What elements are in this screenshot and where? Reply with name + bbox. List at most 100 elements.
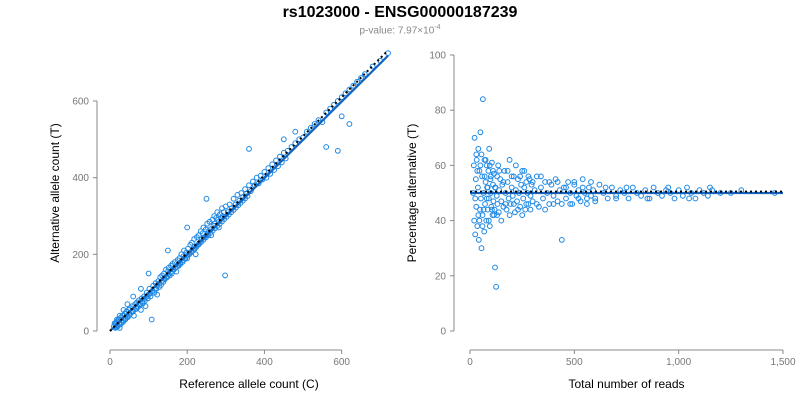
pct-data-point bbox=[477, 206, 483, 213]
pct-data-point bbox=[471, 134, 478, 141]
pct-data-point bbox=[477, 162, 484, 169]
pct-data-point bbox=[518, 181, 524, 188]
pct-data-point bbox=[513, 162, 519, 169]
pct-data-point bbox=[508, 173, 515, 180]
pct-y-tick-label: 80 bbox=[435, 106, 447, 117]
count-x-tick-label: 0 bbox=[107, 357, 113, 368]
pct-data-point bbox=[705, 192, 711, 199]
count-data-point bbox=[148, 316, 155, 323]
pct-data-point bbox=[584, 201, 590, 207]
pct-data-point bbox=[479, 223, 486, 230]
pct-data-point bbox=[542, 179, 548, 185]
pct-data-point bbox=[523, 179, 530, 185]
pvalue-text: p-value: 7.97×10 bbox=[359, 25, 435, 37]
pct-data-point bbox=[604, 195, 611, 202]
pct-data-point bbox=[502, 201, 509, 207]
pct-data-point bbox=[472, 195, 479, 202]
pct-data-point bbox=[519, 168, 526, 174]
pct-data-point bbox=[546, 179, 553, 185]
pct-data-point bbox=[540, 195, 546, 202]
pct-data-point bbox=[519, 212, 526, 219]
pct-data-point bbox=[498, 198, 505, 205]
pct-data-point bbox=[490, 198, 497, 205]
pct-data-point bbox=[474, 223, 481, 230]
pct-data-point bbox=[575, 195, 582, 202]
count-data-point bbox=[338, 113, 345, 120]
pct-y-tick-label: 40 bbox=[435, 216, 447, 227]
count-data-point bbox=[165, 247, 171, 254]
pct-data-point bbox=[521, 168, 528, 174]
pct-data-point bbox=[487, 176, 494, 183]
pct-data-point bbox=[609, 184, 615, 191]
pct-data-point bbox=[479, 212, 486, 219]
pct-data-point bbox=[492, 184, 498, 191]
pct-data-point bbox=[538, 173, 544, 180]
pct-x-tick-label: 0 bbox=[467, 357, 473, 368]
pct-data-point bbox=[470, 162, 477, 169]
count-data-point bbox=[142, 303, 149, 310]
pct-data-point bbox=[629, 184, 636, 191]
pct-data-point bbox=[571, 181, 578, 188]
pct-data-point bbox=[508, 184, 515, 191]
pct-data-point bbox=[493, 283, 500, 290]
count-y-tick-label: 400 bbox=[72, 173, 89, 184]
pct-data-point bbox=[527, 206, 534, 213]
pct-data-point bbox=[475, 145, 482, 152]
count-data-point bbox=[338, 94, 345, 101]
count-data-point bbox=[246, 146, 252, 152]
pct-data-point bbox=[485, 168, 492, 174]
pct-data-point bbox=[486, 162, 493, 169]
pct-data-point bbox=[482, 157, 489, 163]
count-data-point bbox=[331, 101, 337, 108]
pct-data-point bbox=[567, 201, 574, 207]
pct-data-point bbox=[520, 195, 527, 202]
count-x-tick-label: 200 bbox=[179, 357, 196, 368]
pct-data-point bbox=[478, 195, 484, 202]
pct-data-point bbox=[515, 206, 521, 213]
pct-data-point bbox=[554, 179, 561, 185]
pct-data-point bbox=[579, 176, 586, 183]
count-x-tick-label: 600 bbox=[333, 357, 350, 368]
pct-data-point bbox=[482, 201, 488, 207]
pct-data-point bbox=[485, 217, 492, 224]
pct-data-point bbox=[509, 192, 516, 199]
count-data-point bbox=[334, 98, 341, 104]
pct-x-tick-label: 1,500 bbox=[770, 357, 795, 368]
count-data-point bbox=[120, 307, 127, 313]
pct-x-tick-label: 1,000 bbox=[666, 357, 691, 368]
pct-data-point bbox=[679, 192, 686, 199]
pct-data-point bbox=[494, 173, 501, 180]
pct-data-point bbox=[498, 217, 505, 224]
pct-data-point bbox=[592, 195, 599, 202]
pct-data-point bbox=[684, 184, 690, 191]
pct-data-point bbox=[485, 195, 492, 202]
pct-data-point bbox=[571, 179, 578, 185]
pct-data-point bbox=[565, 179, 571, 185]
pct-data-point bbox=[588, 179, 594, 185]
count-data-point bbox=[346, 121, 353, 127]
pct-data-point bbox=[503, 206, 510, 213]
pct-data-point bbox=[558, 237, 565, 243]
count-data-point bbox=[124, 301, 131, 308]
pct-data-point bbox=[477, 129, 484, 136]
pct-data-point bbox=[472, 231, 479, 238]
pct-data-point bbox=[563, 195, 569, 202]
count-data-point bbox=[346, 86, 353, 93]
pct-data-point bbox=[521, 184, 528, 191]
pct-data-point bbox=[665, 184, 672, 191]
pct-data-point bbox=[533, 201, 540, 207]
pct-data-point bbox=[491, 212, 497, 219]
pct-data-point bbox=[479, 173, 486, 180]
pct-data-point bbox=[613, 195, 619, 202]
pct-data-point bbox=[476, 217, 483, 224]
pct-data-point bbox=[483, 195, 490, 202]
pct-data-point bbox=[512, 209, 518, 216]
count-data-point bbox=[145, 270, 152, 277]
count-data-point bbox=[292, 140, 299, 147]
pct-data-point bbox=[493, 192, 500, 199]
pct-data-point bbox=[494, 212, 501, 219]
count-data-point bbox=[222, 272, 229, 279]
count-data-point bbox=[304, 128, 310, 135]
count-data-point bbox=[203, 195, 210, 202]
pct-y-tick-label: 20 bbox=[435, 271, 447, 282]
